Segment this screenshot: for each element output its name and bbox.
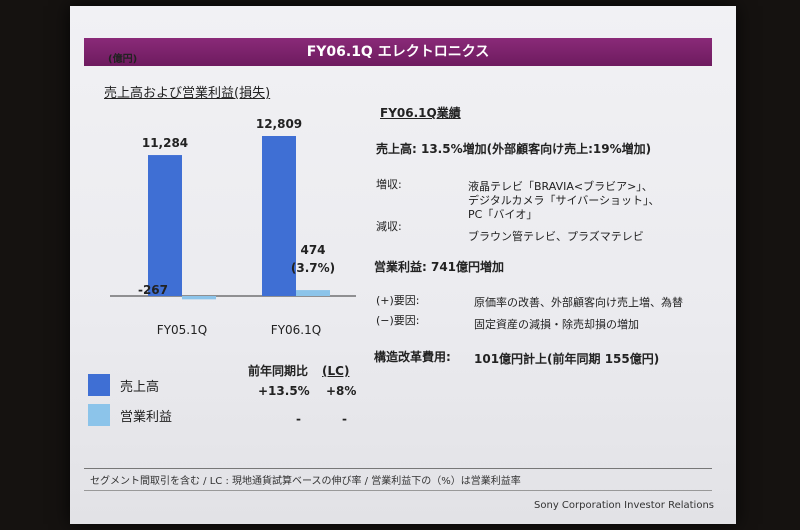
legend-op: 営業利益 [88, 404, 172, 426]
projection-screen: FY06.1Q エレクトロニクス (億円) 売上高および営業利益(損失) 11,… [70, 6, 736, 524]
growth-op-yoy: - [296, 412, 301, 426]
bar-op-fy06-1q [296, 290, 330, 296]
growth-sales-lc: +8% [326, 384, 357, 398]
minus-factor-text: 固定資産の減損・除売却損の増加 [474, 318, 639, 331]
credit: Sony Corporation Investor Relations [534, 500, 714, 511]
growth-header: 前年同期比 (LC) [248, 362, 349, 379]
bar-value-label: 12,809 [256, 117, 302, 131]
bar-value-label: 11,284 [142, 136, 188, 150]
legend-op-swatch [88, 404, 110, 426]
restructure-text: 101億円計上(前年同期 155億円) [474, 352, 660, 366]
increase-label: 増収: [376, 178, 402, 191]
growth-sales-yoy: +13.5% [258, 384, 310, 398]
increase-item-2: デジタルカメラ「サイバーショット」、 [468, 194, 660, 207]
footnote: セグメント間取引を含む / LC : 現地通貨試算ベースの伸び率 / 営業利益下… [90, 476, 521, 487]
slide-title: FY06.1Q エレクトロニクス [84, 38, 712, 66]
legend-sales: 売上高 [88, 374, 159, 396]
plus-factor-text: 原価率の改善、外部顧客向け売上増、為替 [474, 296, 683, 309]
bar-op-fy05-1q [182, 296, 216, 300]
results-op-line: 営業利益: 741億円増加 [374, 260, 505, 274]
legend-sales-label: 売上高 [120, 379, 160, 395]
category-label: FY05.1Q [157, 323, 207, 337]
category-label: FY06.1Q [271, 323, 321, 337]
results-sales-line: 売上高: 13.5%増加(外部顧客向け売上:19%増加) [376, 142, 652, 156]
bar-value-label: 474 [300, 243, 325, 257]
bar-chart: 11,284 12,809 -267 474 (3.7%) FY05.1Q FY06.1Q [110, 117, 356, 337]
increase-item-3: PC「バイオ」 [468, 208, 538, 221]
chart-title: 売上高および営業利益(損失) [104, 86, 271, 101]
bar-sales-fy06-1q [262, 136, 296, 296]
minus-factor-label: (−)要因: [376, 314, 420, 327]
unit-label: (億円) [108, 54, 138, 65]
growth-header-lc: (LC) [322, 364, 350, 378]
footer-divider [84, 468, 712, 469]
plus-factor-label: (+)要因: [376, 294, 420, 307]
op-margin-annotation: (3.7%) [291, 261, 335, 275]
decrease-label: 減収: [376, 220, 402, 233]
results-heading: FY06.1Q業績 [380, 106, 461, 120]
growth-header-yoy: 前年同期比 [248, 364, 309, 378]
bar-sales-fy05-1q [148, 155, 182, 296]
increase-item-1: 液晶テレビ「BRAVIA<ブラビア>」、 [468, 180, 653, 193]
bar-value-label: -267 [138, 283, 168, 297]
legend-sales-swatch [88, 374, 110, 396]
bottom-divider [84, 490, 712, 491]
legend-op-label: 営業利益 [120, 409, 173, 425]
restructure-label: 構造改革費用: [374, 350, 451, 364]
growth-op-lc: - [342, 412, 347, 426]
decrease-items: ブラウン管テレビ、プラズマテレビ [468, 230, 644, 243]
